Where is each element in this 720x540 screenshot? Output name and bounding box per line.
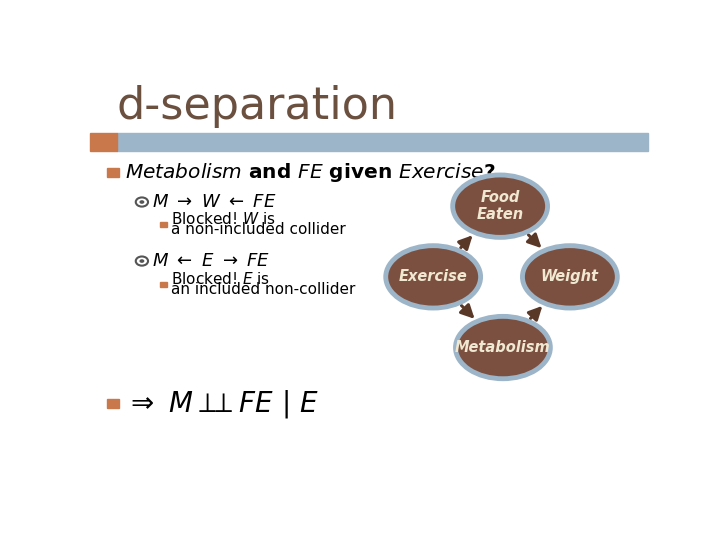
Bar (160, 222, 167, 227)
Bar (107, 399, 119, 408)
Circle shape (140, 259, 144, 263)
Bar (90, 133, 117, 151)
Text: an included non-collider: an included non-collider (171, 282, 356, 297)
Text: Blocked! $\mathit{W}$ is: Blocked! $\mathit{W}$ is (171, 211, 276, 227)
Bar (117, 133, 648, 151)
Ellipse shape (523, 246, 617, 308)
Text: Weight: Weight (541, 269, 599, 285)
Text: d-separation: d-separation (117, 85, 397, 128)
Text: Blocked! $\mathit{E}$ is: Blocked! $\mathit{E}$ is (171, 271, 271, 287)
Text: Exercise: Exercise (399, 269, 467, 285)
Bar (107, 168, 119, 178)
Bar (160, 282, 167, 287)
Ellipse shape (386, 246, 481, 308)
Text: a non-included collider: a non-included collider (171, 222, 346, 238)
Circle shape (140, 200, 144, 204)
Text: $\mathit{M}\ \rightarrow\ \mathit{W}\ \leftarrow\ \mathit{FE}$: $\mathit{M}\ \rightarrow\ \mathit{W}\ \l… (153, 193, 277, 211)
Text: $\Rightarrow\ \mathit{M}{\perp\!\!\!\perp}\mathit{FE}\ |\ \mathit{E}$: $\Rightarrow\ \mathit{M}{\perp\!\!\!\per… (125, 388, 318, 420)
Text: $\mathit{M}\ \leftarrow\ \mathit{E}\ \rightarrow\ \mathit{FE}$: $\mathit{M}\ \leftarrow\ \mathit{E}\ \ri… (153, 252, 271, 270)
Text: Metabolism: Metabolism (455, 340, 551, 355)
Text: $\mathit{Metabolism}$ and $\mathit{FE}$ given $\mathit{Exercise}$?: $\mathit{Metabolism}$ and $\mathit{FE}$ … (125, 161, 495, 184)
Text: Food
Eaten: Food Eaten (477, 190, 523, 222)
Ellipse shape (456, 316, 550, 379)
Ellipse shape (453, 175, 547, 238)
